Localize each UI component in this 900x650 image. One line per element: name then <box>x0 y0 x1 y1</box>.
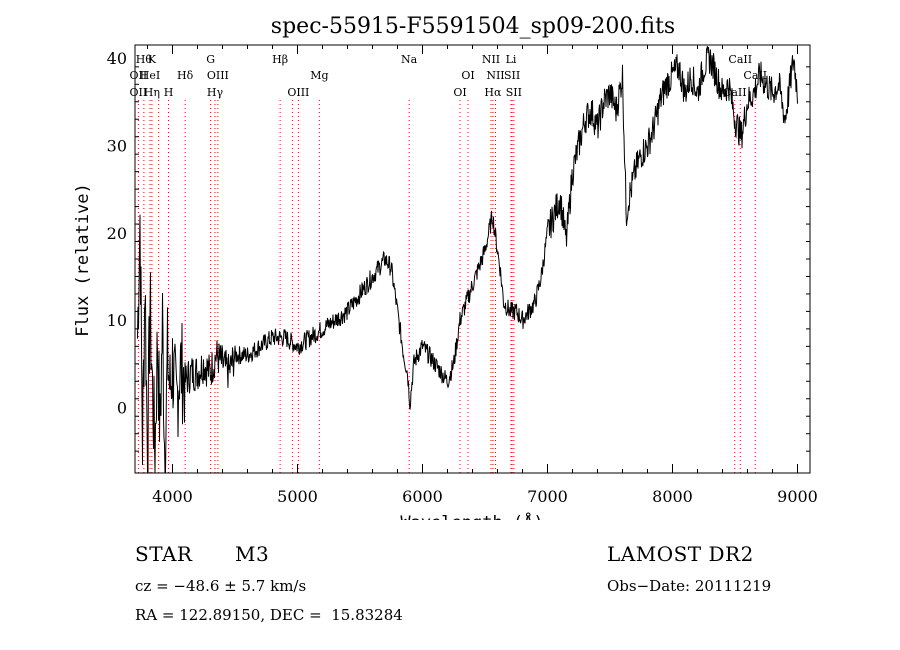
plot-frame <box>134 44 811 474</box>
x-axis-label: Wavelength (Å) <box>400 511 543 520</box>
x-axis: 4000 5000 6000 7000 8000 9000 <box>147 45 818 506</box>
line-marker-label: SII <box>506 86 522 99</box>
line-marker-label: H <box>164 86 174 99</box>
line-marker-label: Hβ <box>272 53 288 66</box>
line-marker-label: Hα <box>484 86 502 99</box>
line-marker-label: NII <box>482 53 500 66</box>
line-marker-label: Hγ <box>207 86 224 99</box>
line-marker-label: Hη <box>144 86 160 99</box>
x-tick-label: 7000 <box>527 487 568 506</box>
line-marker-label: HeI <box>140 69 160 82</box>
line-marker-label: NII <box>486 69 504 82</box>
x-tick-label: 4000 <box>152 487 193 506</box>
x-tick-label: 6000 <box>402 487 443 506</box>
line-marker-label: OI <box>453 86 466 99</box>
line-marker-label: OIII <box>207 69 229 82</box>
y-axis: 0 10 20 30 40 <box>107 49 810 452</box>
line-marker-label: Hδ <box>177 69 194 82</box>
line-marker-label: G <box>206 53 215 66</box>
line-marker-label: OI <box>461 69 474 82</box>
line-marker-label: CaII <box>728 53 752 66</box>
y-tick-label: 10 <box>107 311 127 330</box>
line-marker-label: Mg <box>310 69 328 82</box>
y-tick-label: 20 <box>107 224 127 243</box>
x-tick-label: 8000 <box>652 487 693 506</box>
observation-date: Obs−Date: 20111219 <box>607 577 772 595</box>
y-tick-label: 40 <box>107 49 127 68</box>
line-marker-label: Na <box>401 53 418 66</box>
spectrum-line <box>137 46 798 474</box>
object-subclass: M3 <box>235 542 270 566</box>
line-marker-label: Li <box>506 53 517 66</box>
line-marker-label: OII <box>130 86 148 99</box>
line-marker-label: K <box>148 53 157 66</box>
y-axis-label: Flux (relative) <box>73 183 93 337</box>
line-marker-label: OIII <box>287 86 309 99</box>
survey-name: LAMOST DR2 <box>607 542 754 566</box>
object-type: STAR <box>135 542 193 566</box>
spectrum-chart: spec-55915-F5591504_sp09-200.fits HθK G Hβ… <box>73 14 818 520</box>
line-marker-label: OII <box>130 69 148 82</box>
plot-area <box>134 44 811 474</box>
chart-title: spec-55915-F5591504_sp09-200.fits <box>271 14 675 39</box>
line-marker-label: Hθ <box>136 53 153 66</box>
x-tick-label: 9000 <box>777 487 818 506</box>
line-marker-label: SII <box>504 69 520 82</box>
y-tick-label: 0 <box>117 398 127 417</box>
x-tick-label: 5000 <box>277 487 318 506</box>
redshift-velocity: cz = −48.6 ± 5.7 km/s <box>135 577 307 595</box>
y-tick-label: 30 <box>107 136 127 155</box>
ra-dec-coordinates: RA = 122.89150, DEC = 15.83284 <box>135 606 403 624</box>
